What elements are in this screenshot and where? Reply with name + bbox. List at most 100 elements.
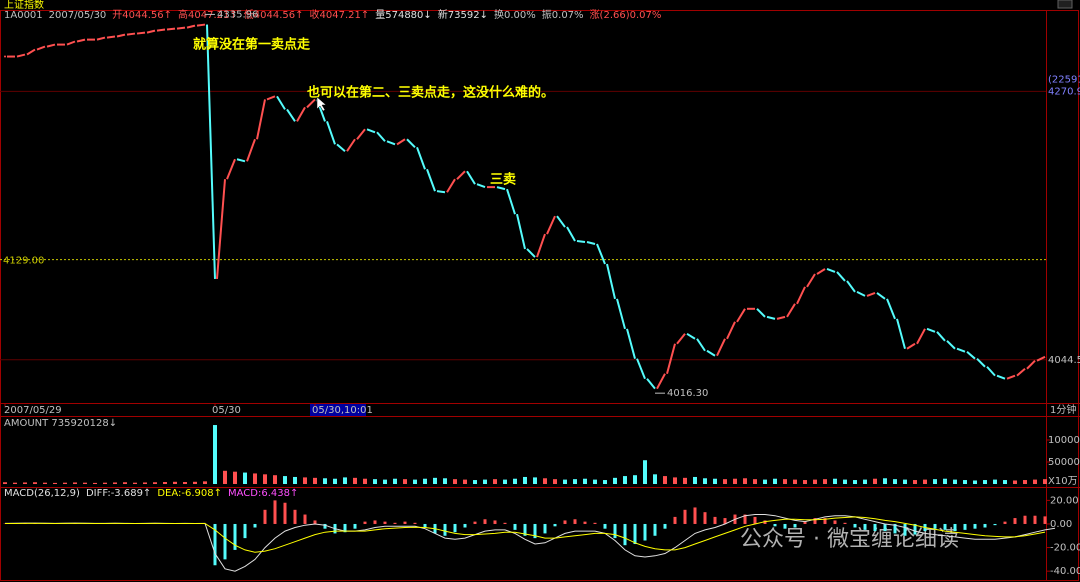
price-segment — [286, 108, 296, 122]
volume-bar — [333, 478, 337, 484]
price-segment — [1036, 355, 1046, 362]
volume-bar — [1033, 479, 1037, 484]
price-segment — [266, 95, 276, 101]
volume-bar — [123, 482, 127, 484]
volume-bar — [873, 478, 877, 484]
volume-bar — [903, 479, 907, 484]
price-segment — [956, 347, 966, 353]
price-segment — [686, 332, 696, 340]
index-title: 上证指数 — [4, 0, 44, 11]
volume-bar — [1023, 480, 1027, 484]
quote-header: 1A0001 2007/05/30 开4044.56↑ 高4047.21↑ 低4044.… — [4, 8, 661, 21]
price-segment — [646, 378, 656, 390]
cursor-arrow — [316, 96, 327, 112]
volume-bar — [773, 478, 777, 484]
price-segment — [216, 179, 226, 280]
volume-bar — [463, 479, 467, 484]
volume-bar — [963, 480, 967, 484]
macd-header-item: DIFF:-3.689↑ — [86, 488, 151, 499]
volume-bar — [33, 482, 37, 484]
price-segment — [366, 128, 376, 134]
quote-header-item: 新73592↓ — [438, 8, 488, 21]
price-segment — [346, 138, 356, 152]
price-segment — [276, 95, 286, 110]
price-segment — [816, 268, 826, 275]
macd-header-item: DEA:-6.908↑ — [157, 488, 222, 499]
volume-bar — [423, 478, 427, 484]
volume-bar — [723, 479, 727, 484]
macd-header: MACD(26,12,9) DIFF:-3.689↑ DEA:-6.908↑ MACD… — [4, 488, 298, 499]
y-tick-label: 4044.5 — [1048, 355, 1080, 366]
volume-bar — [893, 479, 897, 484]
price-segment — [506, 188, 516, 215]
y-tick-label: 0.00 — [1050, 519, 1072, 530]
x-tick-label: 05/30,10:01 — [312, 405, 373, 416]
volume-bar — [563, 479, 567, 484]
quote-header-item: 2007/05/30 — [49, 10, 107, 21]
x-tick-label: 05/30 — [212, 405, 241, 416]
volume-bar — [403, 479, 407, 484]
volume-bar — [453, 479, 457, 484]
quote-header-item: 收4047.21↑ — [310, 8, 370, 21]
price-segment — [146, 29, 156, 34]
volume-bar — [183, 482, 187, 484]
low-label: 4016.30 — [667, 388, 708, 399]
volume-bar — [383, 479, 387, 484]
volume-bar — [483, 479, 487, 484]
volume-bar — [493, 479, 497, 484]
volume-bar — [763, 479, 767, 484]
volume-bar — [1013, 480, 1017, 484]
price-segment — [546, 215, 556, 235]
price-segment — [476, 183, 486, 189]
volume-bar — [543, 478, 547, 484]
volume-bar — [673, 477, 677, 484]
price-segment — [466, 170, 476, 185]
price-segment — [666, 343, 676, 374]
quote-header-item: 低4044.56↑ — [244, 8, 304, 21]
price-segment — [526, 248, 536, 258]
price-segment — [896, 318, 906, 349]
price-segment — [136, 31, 146, 35]
price-segment — [776, 315, 786, 320]
volume-bar — [53, 482, 57, 484]
price-segment — [866, 291, 876, 297]
volume-bar — [933, 479, 937, 484]
price-segment — [496, 186, 506, 191]
annotation: 三卖 — [490, 172, 516, 188]
quote-header-item: 涨(2.66)0.07% — [590, 9, 662, 21]
x-tick-label: 2007/05/29 — [4, 405, 62, 416]
price-segment — [306, 98, 316, 109]
volume-bar — [653, 474, 657, 484]
price-segment — [616, 298, 626, 330]
volume-bar — [743, 478, 747, 484]
price-segment — [456, 170, 466, 180]
volume-bar — [993, 479, 997, 484]
price-segment — [806, 273, 816, 288]
volume-bar — [623, 476, 627, 484]
price-segment — [1006, 374, 1016, 380]
annotation: 也可以在第二、三卖点走，这没什么难的。 — [307, 85, 554, 101]
watermark: 公众号 · 微宝缠论细读 — [740, 527, 959, 552]
price-segment — [926, 327, 936, 333]
volume-bar — [233, 471, 237, 484]
volume-bar — [473, 480, 477, 484]
price-segment — [826, 268, 836, 273]
price-segment — [46, 43, 56, 48]
volume-bar — [513, 478, 517, 484]
price-segment — [186, 24, 196, 29]
volume-bar — [43, 482, 47, 484]
volume-bar — [103, 482, 107, 484]
scroll-button[interactable] — [1057, 0, 1073, 9]
price-segment — [1026, 359, 1036, 370]
price-segment — [586, 241, 596, 245]
volume-bar — [883, 478, 887, 484]
price-segment — [116, 33, 126, 38]
price-segment — [296, 106, 306, 122]
volume-bar — [283, 476, 287, 484]
price-segment — [436, 190, 446, 194]
price-segment — [26, 48, 36, 56]
price-segment — [756, 308, 766, 318]
volume-bar — [523, 476, 527, 484]
volume-unit: X10万 — [1048, 476, 1078, 487]
volume-bar — [153, 482, 157, 484]
